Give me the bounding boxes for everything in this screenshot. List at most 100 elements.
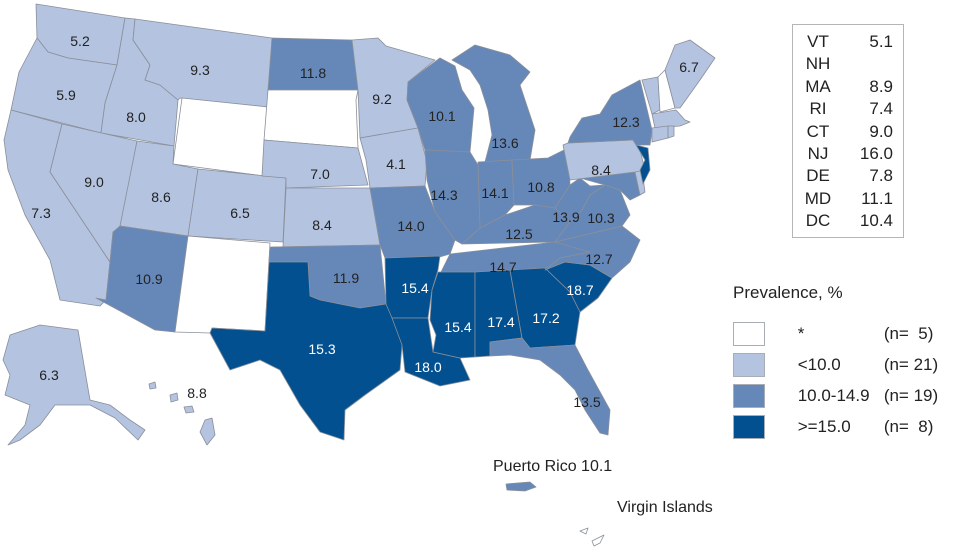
label-IN: 14.1 (481, 185, 508, 201)
ne-state-abbr: NJ (807, 143, 829, 163)
label-AL: 17.4 (487, 314, 514, 330)
puerto-rico-shape (505, 481, 537, 492)
state-AR (384, 255, 441, 319)
label-WA: 5.2 (70, 33, 90, 49)
label-IA: 4.1 (386, 156, 406, 172)
ne-row-RI: RI 7.4 (793, 98, 903, 120)
label-ID: 8.0 (126, 109, 146, 125)
ne-row-CT: CT 9.0 (793, 121, 903, 143)
ne-state-abbr: RI (809, 99, 827, 119)
label-UT: 8.6 (151, 189, 171, 205)
state-FL (489, 337, 611, 436)
label-NY: 12.3 (612, 114, 639, 130)
legend: Prevalence, % * (n= 5) <10.0 (n= 21) 10.… (733, 280, 960, 442)
label-HI: 8.8 (187, 385, 207, 401)
state-MI (451, 44, 536, 163)
ne-row-DC: DC 10.4 (793, 210, 903, 232)
label-TN: 14.7 (489, 259, 516, 275)
label-KS: 8.4 (312, 217, 332, 233)
label-PA: 8.4 (591, 162, 611, 178)
label-TX: 15.3 (308, 341, 335, 357)
state-MA (651, 109, 691, 129)
label-ND: 11.8 (300, 65, 326, 81)
label-MT: 9.3 (190, 62, 210, 78)
label-ME: 6.7 (679, 59, 699, 75)
label-AZ: 10.9 (135, 271, 162, 287)
ne-row-MD: MD 11.1 (793, 188, 903, 210)
legend-count: (n= 21) (883, 354, 939, 374)
virgin-islands-shape (579, 527, 605, 547)
state-ND (267, 37, 359, 91)
legend-item-no-data: * (n= 5) (733, 318, 960, 349)
ne-state-value: 11.1 (861, 188, 893, 208)
ne-state-value: 7.4 (869, 99, 893, 119)
ne-row-MA: MA 8.9 (793, 76, 903, 98)
legend-range: 10.0-14.9 (797, 385, 870, 405)
legend-count: (n= 19) (883, 385, 939, 405)
ne-state-abbr: CT (806, 121, 830, 141)
legend-swatch-dark-blue (733, 414, 765, 439)
states (2, 3, 716, 547)
label-VA: 10.3 (587, 210, 614, 226)
label-MO: 14.0 (397, 218, 424, 234)
ne-state-abbr: VT (807, 32, 829, 51)
label-NV: 9.0 (84, 174, 104, 190)
ne-state-abbr: DE (806, 166, 830, 186)
label-MN: 9.2 (372, 91, 392, 107)
legend-swatch-white (733, 321, 765, 346)
state-TX (209, 261, 403, 441)
state-HI (148, 381, 216, 446)
legend-range: * (797, 323, 805, 343)
state-SD (263, 89, 359, 149)
label-WI: 10.1 (428, 108, 455, 124)
label-FL: 13.5 (573, 394, 600, 410)
label-OH: 10.8 (527, 179, 554, 195)
legend-title: Prevalence, % (733, 283, 843, 302)
label-MI: 13.6 (491, 135, 518, 151)
label-OK: 11.9 (333, 270, 359, 286)
state-NJ (635, 144, 651, 185)
state-WY (172, 97, 269, 177)
ne-state-abbr: DC (805, 211, 831, 231)
label-AK: 6.3 (39, 367, 59, 383)
ne-row-VT: VT 5.1 (793, 31, 903, 53)
label-IL: 14.3 (430, 187, 457, 203)
label-MS: 15.4 (444, 319, 471, 335)
label-SC: 18.7 (566, 282, 593, 298)
state-labels: 5.2 5.9 7.3 8.0 9.0 9.3 8.6 6.5 10.9 11.… (31, 33, 699, 410)
legend-count: (n= 8) (883, 416, 934, 436)
ne-row-DE: DE 7.8 (793, 165, 903, 187)
label-GA: 17.2 (532, 310, 559, 326)
label-NC: 12.7 (585, 251, 612, 267)
label-CA: 7.3 (31, 205, 51, 221)
state-AK (2, 324, 146, 446)
legend-count: (n= 5) (883, 323, 934, 343)
puerto-rico-label: Puerto Rico 10.1 (493, 458, 613, 475)
ne-state-value: 5.1 (869, 32, 893, 51)
ne-state-abbr: NH (805, 54, 831, 74)
ne-row-NH: NH (793, 53, 903, 75)
legend-item-high: >=15.0 (n= 8) (733, 411, 960, 442)
state-ME (664, 39, 716, 109)
legend-swatch-light-blue (733, 352, 765, 377)
label-CO: 6.5 (230, 205, 250, 221)
state-MS (429, 271, 476, 359)
ne-state-value: 7.8 (869, 166, 893, 186)
state-NM (174, 235, 271, 334)
legend-swatch-medium-blue (733, 383, 765, 408)
state-IN (477, 159, 515, 229)
label-OR: 5.9 (56, 87, 76, 103)
legend-item-low: <10.0 (n= 21) (733, 349, 960, 380)
legend-range: <10.0 (797, 354, 841, 374)
legend-item-mid: 10.0-14.9 (n= 19) (733, 380, 960, 411)
ne-state-value: 8.9 (869, 76, 893, 96)
ne-state-value: 9.0 (869, 121, 893, 141)
ne-state-abbr: MA (805, 76, 831, 96)
ne-row-NJ: NJ 16.0 (793, 143, 903, 165)
state-NY (567, 79, 653, 146)
ne-state-value: 10.4 (859, 211, 893, 231)
label-KY: 12.5 (505, 226, 532, 242)
label-NE: 7.0 (310, 166, 330, 182)
ne-state-abbr: MD (804, 188, 832, 208)
